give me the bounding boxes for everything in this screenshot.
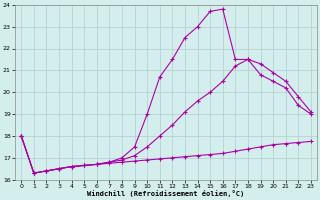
X-axis label: Windchill (Refroidissement éolien,°C): Windchill (Refroidissement éolien,°C) xyxy=(87,190,245,197)
